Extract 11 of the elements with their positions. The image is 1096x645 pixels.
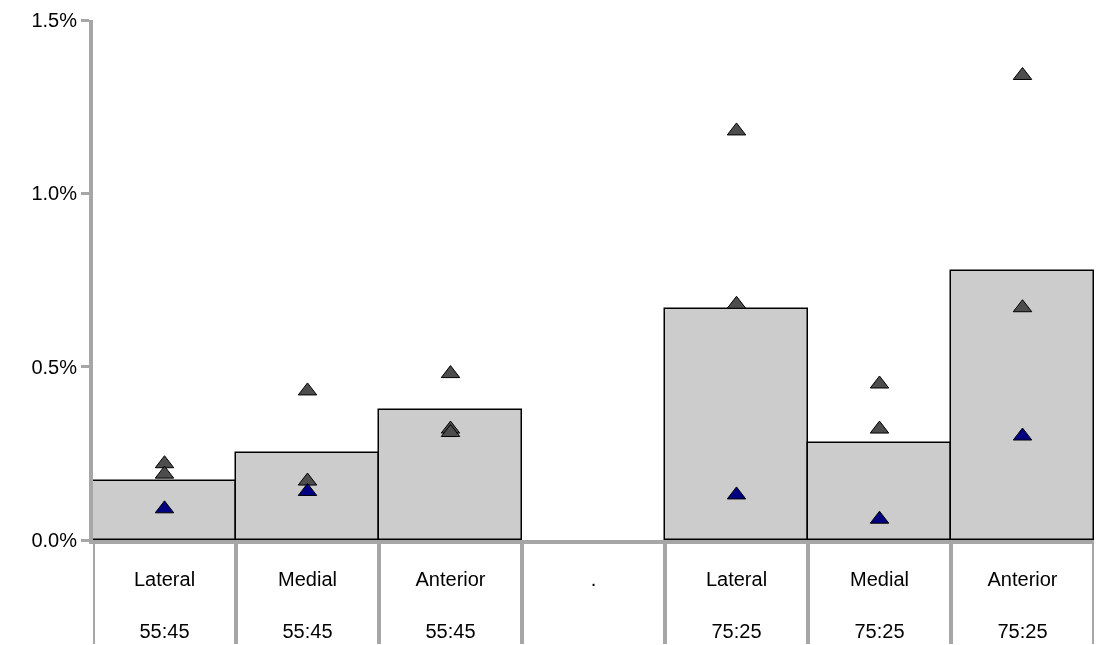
category-label: Medial 75:25 [850,568,909,642]
category-label: Lateral 55:45 [133,568,196,642]
y-tick-label: 0.5% [31,355,78,378]
category-label: Medial 55:45 [278,568,337,642]
category-label: Anterior 55:45 [415,568,486,642]
y-tick-label: 0.0% [31,529,78,551]
category-label: Anterior 75:25 [987,568,1058,642]
y-tick-label: 1.5% [31,9,78,31]
y-tick-label: 1.0% [31,182,78,205]
x-tick-label: . [590,568,597,590]
category-label: Lateral 75:25 [705,568,768,642]
